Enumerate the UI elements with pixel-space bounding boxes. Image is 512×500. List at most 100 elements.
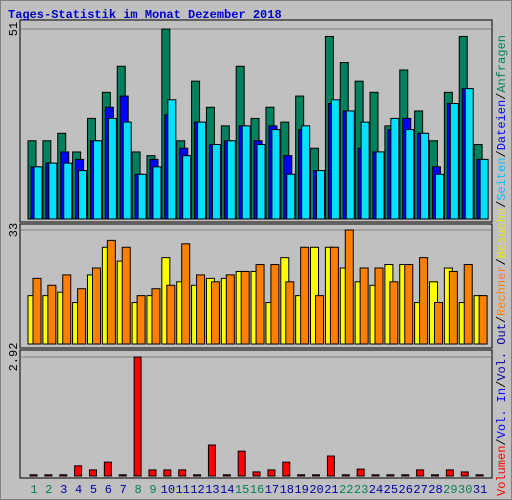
legend-entry: / <box>495 93 509 100</box>
bar <box>29 474 38 477</box>
x-tick-label: 18 <box>280 483 294 497</box>
x-tick-label: 4 <box>75 483 82 497</box>
x-tick-label: 10 <box>161 483 175 497</box>
bar <box>122 121 132 220</box>
bar <box>148 469 157 477</box>
x-tick-label: 23 <box>354 483 368 497</box>
bar <box>375 151 385 220</box>
x-tick-label: 26 <box>399 483 413 497</box>
x-tick-label: 19 <box>294 483 308 497</box>
bar <box>210 281 220 345</box>
bar <box>300 246 310 345</box>
x-tick-label: 8 <box>134 483 141 497</box>
x-tick-label: 20 <box>309 483 323 497</box>
legend: Volumen/Vol. In/Vol. Out/Rechner/Besuche… <box>495 35 509 496</box>
bar <box>118 474 127 477</box>
bar <box>196 274 206 345</box>
legend-entry: Seiten <box>495 157 509 200</box>
bar <box>121 246 131 345</box>
legend-entry: / <box>495 438 509 445</box>
bar <box>226 140 236 220</box>
bar <box>91 267 101 345</box>
x-tick-label: 31 <box>473 483 487 497</box>
x-tick-label: 28 <box>428 483 442 497</box>
x-tick-label: 2 <box>45 483 52 497</box>
bar <box>47 284 57 345</box>
x-tick-label: 21 <box>324 483 338 497</box>
x-tick-label: 11 <box>175 483 189 497</box>
bar <box>434 173 444 220</box>
bar <box>374 267 384 345</box>
bar <box>103 461 112 477</box>
legend-entry: Vol. In <box>495 388 509 438</box>
bar <box>181 243 191 345</box>
x-tick-label: 13 <box>205 483 219 497</box>
bar <box>137 173 147 220</box>
bar <box>315 295 325 345</box>
x-tick-label: 5 <box>90 483 97 497</box>
bar <box>341 474 350 477</box>
bar <box>386 474 395 477</box>
bar <box>390 117 400 220</box>
bar <box>167 99 177 220</box>
x-tick-label: 24 <box>369 483 383 497</box>
bar <box>74 465 83 477</box>
x-tick-label: 16 <box>250 483 264 497</box>
x-tick-label: 9 <box>149 483 156 497</box>
bar <box>256 143 266 220</box>
bar <box>88 469 97 477</box>
legend-entry: / <box>495 381 509 388</box>
x-tick-label: 22 <box>339 483 353 497</box>
bar <box>152 166 162 220</box>
legend-entry: Besuche <box>495 208 509 258</box>
bar <box>297 474 306 477</box>
bar <box>63 162 73 220</box>
x-tick-label: 15 <box>235 483 249 497</box>
bar <box>32 277 42 345</box>
bar <box>371 474 380 477</box>
panel <box>19 349 493 479</box>
legend-entry: Rechner <box>495 266 509 316</box>
x-tick-label: 25 <box>384 483 398 497</box>
bar <box>359 267 369 345</box>
bar <box>240 270 250 345</box>
bar <box>78 170 88 220</box>
y-tick-label: 51 <box>7 22 21 36</box>
bar <box>133 356 142 477</box>
bar <box>92 140 102 220</box>
bar <box>433 302 443 345</box>
bar <box>271 129 281 220</box>
bar <box>136 295 146 345</box>
legend-entry: / <box>495 316 509 323</box>
bar <box>405 129 415 220</box>
bar <box>329 246 339 345</box>
bar <box>460 471 469 477</box>
legend-entry: / <box>495 150 509 157</box>
bar <box>182 155 192 220</box>
bar <box>286 173 296 220</box>
bar <box>222 474 231 477</box>
x-tick-label: 29 <box>443 483 457 497</box>
bar <box>211 143 221 220</box>
bar <box>430 474 439 477</box>
chart-title: Tages-Statistik im Monat Dezember 2018 <box>8 8 282 22</box>
x-tick-label: 27 <box>413 483 427 497</box>
bar <box>255 264 265 345</box>
x-tick-label: 12 <box>190 483 204 497</box>
x-tick-label: 6 <box>105 483 112 497</box>
bar <box>360 121 370 220</box>
bar <box>282 461 291 477</box>
bar <box>401 474 410 477</box>
x-tick-label: 7 <box>120 483 127 497</box>
x-tick-label: 30 <box>458 483 472 497</box>
bar <box>270 264 280 345</box>
legend-entry: Anfragen <box>495 35 509 93</box>
bar <box>330 99 340 220</box>
legend-entry: / <box>495 258 509 265</box>
bar <box>241 125 251 220</box>
bar <box>106 239 116 345</box>
x-tick-label: 17 <box>265 483 279 497</box>
bar <box>151 288 161 345</box>
x-tick-label: 1 <box>30 483 37 497</box>
